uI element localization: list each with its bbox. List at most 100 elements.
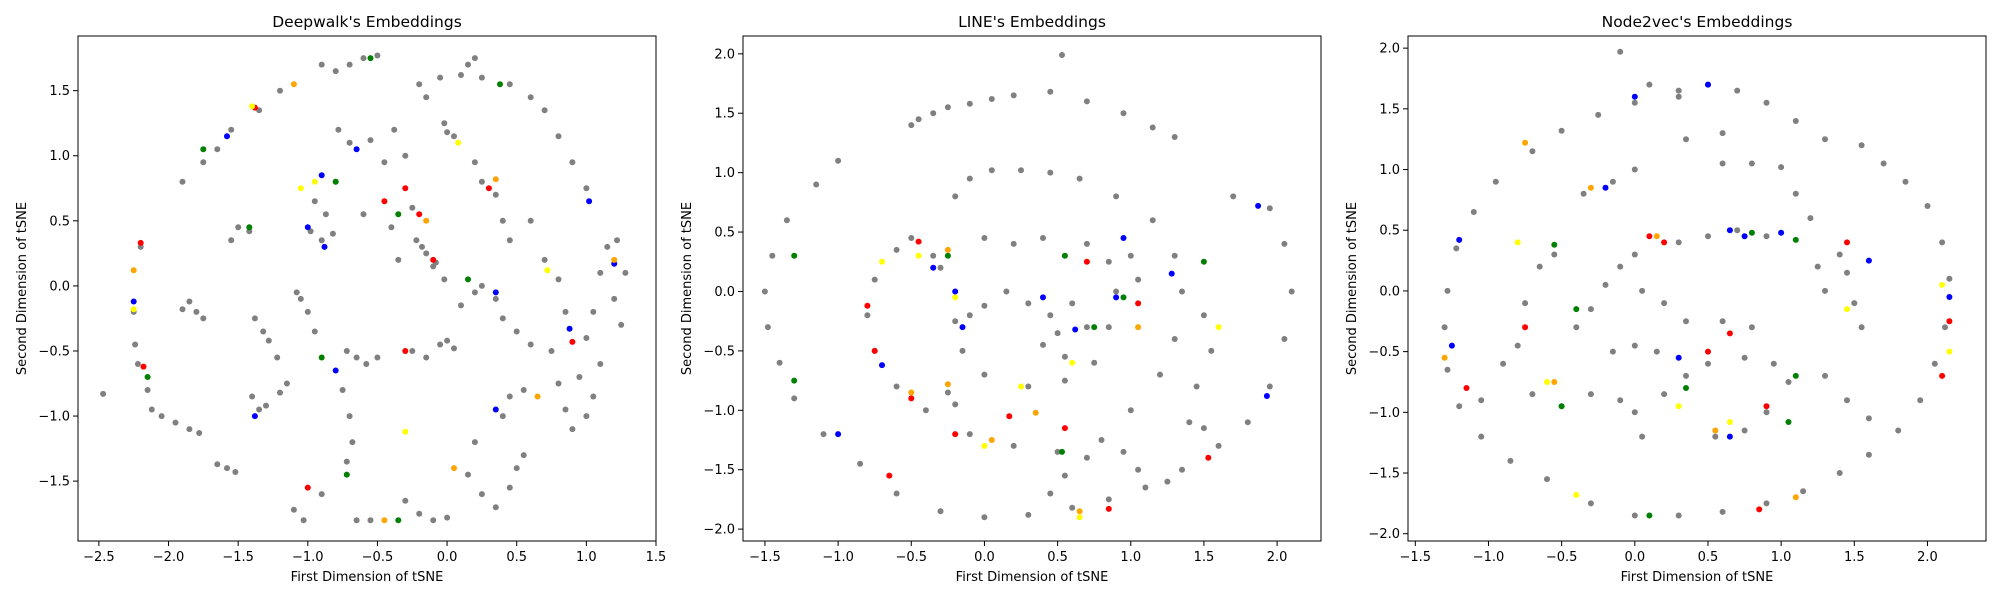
- data-point: [1025, 300, 1032, 307]
- data-point: [937, 508, 944, 515]
- data-point: [583, 185, 590, 192]
- data-point: [200, 146, 207, 153]
- data-point: [499, 413, 506, 420]
- data-point: [332, 178, 339, 185]
- series-2: [835, 202, 1270, 438]
- y-tick-label: −1.5: [703, 463, 735, 478]
- data-point: [304, 308, 311, 315]
- data-point: [908, 122, 915, 129]
- data-point: [1478, 397, 1485, 404]
- data-point: [465, 471, 471, 478]
- data-point: [944, 381, 951, 388]
- data-point: [363, 361, 370, 367]
- data-point: [1157, 371, 1163, 378]
- data-point: [1263, 393, 1270, 399]
- data-point: [1675, 87, 1682, 94]
- data-point: [761, 288, 768, 295]
- data-point: [1675, 93, 1682, 100]
- data-point: [451, 133, 457, 140]
- y-tick-label: 1.5: [714, 107, 735, 122]
- x-tick-label: −1.5: [749, 550, 781, 565]
- plot-frame: [742, 35, 1322, 542]
- data-point: [1836, 251, 1843, 258]
- data-point: [1200, 258, 1207, 265]
- data-point: [232, 469, 239, 475]
- data-point: [179, 306, 186, 313]
- data-point: [1778, 164, 1785, 171]
- y-tick-label: 1.5: [1379, 102, 1400, 117]
- y-tick-label: 1.0: [714, 166, 735, 181]
- data-point: [534, 393, 541, 400]
- data-point: [465, 276, 471, 283]
- data-point: [886, 472, 893, 479]
- data-point: [1609, 178, 1616, 185]
- data-point: [1266, 205, 1273, 212]
- x-tick-label: 1.0: [1120, 550, 1141, 565]
- data-point: [1059, 448, 1065, 455]
- data-point: [1444, 366, 1451, 373]
- data-point: [1726, 419, 1733, 425]
- data-point: [492, 406, 499, 413]
- data-point: [871, 347, 878, 354]
- data-point: [196, 430, 203, 436]
- data-point: [1135, 324, 1142, 331]
- data-point: [395, 256, 402, 263]
- data-point: [1931, 360, 1938, 367]
- data-point: [332, 68, 339, 75]
- x-tick-label: 0.5: [1047, 550, 1068, 565]
- data-point: [1205, 454, 1212, 461]
- data-point: [527, 94, 534, 101]
- data-point: [981, 302, 988, 309]
- data-point: [1061, 377, 1068, 384]
- data-point: [1047, 312, 1054, 319]
- data-point: [1719, 130, 1726, 137]
- data-point: [590, 393, 597, 400]
- data-point: [1018, 167, 1024, 174]
- data-point: [1792, 494, 1799, 501]
- x-tick-label: 1.5: [646, 550, 667, 565]
- data-point: [471, 289, 478, 296]
- data-point: [583, 335, 590, 341]
- chart-title: Deepwalk's Embeddings: [272, 13, 462, 31]
- data-point: [458, 302, 464, 309]
- data-point: [1142, 484, 1149, 491]
- data-point: [1792, 190, 1799, 197]
- data-point: [541, 256, 548, 263]
- data-point: [144, 374, 151, 380]
- data-point: [297, 295, 304, 302]
- data-point: [137, 239, 144, 246]
- series-1: [1463, 233, 1953, 513]
- data-point: [1924, 203, 1931, 209]
- data-point: [586, 198, 593, 205]
- data-point: [1705, 360, 1711, 367]
- data-point: [1822, 372, 1828, 379]
- data-point: [402, 152, 409, 159]
- data-point: [1580, 190, 1587, 197]
- x-tick-label: −1.0: [1473, 550, 1505, 565]
- data-point: [1946, 348, 1953, 355]
- data-point: [513, 328, 520, 335]
- data-point: [1135, 276, 1142, 283]
- data-point: [952, 288, 959, 295]
- data-point: [520, 452, 527, 459]
- data-point: [1054, 330, 1061, 337]
- data-point: [1091, 324, 1098, 331]
- data-point: [1661, 239, 1668, 246]
- data-point: [1061, 472, 1068, 479]
- data-point: [1558, 127, 1565, 134]
- data-point: [381, 198, 388, 205]
- data-point: [1573, 324, 1580, 331]
- data-point: [1179, 288, 1185, 295]
- y-tick-label: 0.0: [714, 285, 735, 300]
- data-point: [349, 439, 356, 446]
- data-point: [1814, 263, 1821, 270]
- data-point: [318, 61, 325, 68]
- x-tick-label: 1.5: [1844, 550, 1865, 565]
- y-tick-label: 0.5: [1379, 224, 1400, 239]
- y-tick-label: −1.5: [38, 475, 70, 490]
- data-point: [311, 328, 318, 335]
- data-point: [1255, 202, 1262, 209]
- data-point: [922, 407, 929, 414]
- x-tick-label: −0.5: [362, 550, 394, 565]
